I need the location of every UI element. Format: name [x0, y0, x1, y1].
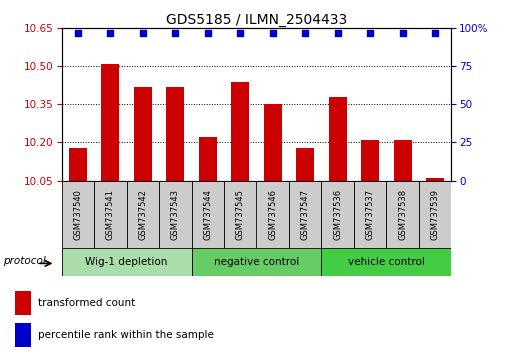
- Text: GSM737541: GSM737541: [106, 189, 115, 240]
- Point: [74, 30, 82, 36]
- Point: [399, 30, 407, 36]
- Text: GSM737547: GSM737547: [301, 189, 310, 240]
- Point: [236, 30, 244, 36]
- Bar: [419, 181, 451, 248]
- Point: [431, 30, 439, 36]
- Text: GSM737546: GSM737546: [268, 189, 277, 240]
- Text: GSM737544: GSM737544: [203, 189, 212, 240]
- Bar: [159, 181, 191, 248]
- Bar: [191, 248, 322, 276]
- Text: GSM737545: GSM737545: [236, 189, 245, 240]
- Bar: [264, 104, 282, 181]
- Point: [139, 30, 147, 36]
- Bar: [15, 291, 31, 315]
- Bar: [166, 87, 184, 181]
- Bar: [329, 97, 347, 181]
- Bar: [361, 140, 379, 181]
- Bar: [386, 181, 419, 248]
- Bar: [127, 181, 159, 248]
- Point: [301, 30, 309, 36]
- Bar: [354, 181, 386, 248]
- Text: GSM737542: GSM737542: [139, 189, 147, 240]
- Bar: [322, 248, 451, 276]
- Text: GSM737538: GSM737538: [398, 189, 407, 240]
- Bar: [394, 140, 411, 181]
- Point: [204, 30, 212, 36]
- Bar: [297, 148, 314, 181]
- Bar: [134, 87, 152, 181]
- Bar: [69, 148, 87, 181]
- Point: [366, 30, 374, 36]
- Bar: [322, 181, 354, 248]
- Text: GSM737536: GSM737536: [333, 189, 342, 240]
- Bar: [231, 82, 249, 181]
- Point: [171, 30, 180, 36]
- Bar: [15, 323, 31, 347]
- Text: GSM737543: GSM737543: [171, 189, 180, 240]
- Text: GSM737540: GSM737540: [73, 189, 82, 240]
- Text: transformed count: transformed count: [38, 298, 135, 308]
- Bar: [62, 248, 191, 276]
- Text: Wig-1 depletion: Wig-1 depletion: [85, 257, 168, 267]
- Bar: [62, 181, 94, 248]
- Text: vehicle control: vehicle control: [348, 257, 425, 267]
- Title: GDS5185 / ILMN_2504433: GDS5185 / ILMN_2504433: [166, 13, 347, 27]
- Text: GSM737539: GSM737539: [431, 189, 440, 240]
- Text: protocol: protocol: [3, 256, 46, 266]
- Point: [269, 30, 277, 36]
- Bar: [256, 181, 289, 248]
- Bar: [224, 181, 256, 248]
- Point: [106, 30, 114, 36]
- Text: negative control: negative control: [214, 257, 299, 267]
- Text: GSM737537: GSM737537: [366, 189, 374, 240]
- Bar: [94, 181, 127, 248]
- Bar: [199, 137, 216, 181]
- Bar: [426, 178, 444, 181]
- Bar: [289, 181, 322, 248]
- Bar: [102, 64, 119, 181]
- Bar: [191, 181, 224, 248]
- Text: percentile rank within the sample: percentile rank within the sample: [38, 330, 214, 340]
- Point: [333, 30, 342, 36]
